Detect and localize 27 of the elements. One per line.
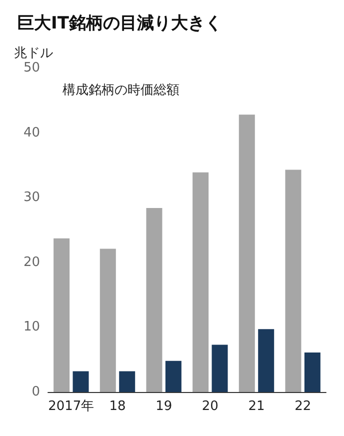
bar	[258, 329, 274, 392]
bar	[212, 344, 228, 392]
y-tick-label: 50	[23, 60, 40, 76]
x-tick-label: 22	[294, 399, 312, 414]
y-tick-label: 0	[32, 384, 40, 400]
y-axis-title: 兆ドル	[14, 46, 53, 61]
text: 構成銘柄の時価総額	[62, 83, 180, 98]
chart-title: 巨大IT銘柄の目減り大きく	[17, 14, 222, 34]
bar	[72, 371, 89, 392]
bar	[285, 170, 302, 392]
x-tick-label: 2017年	[48, 399, 94, 414]
y-tick-label: 40	[23, 125, 40, 140]
bar	[165, 360, 182, 392]
bar	[238, 114, 255, 392]
x-tick-label: 18	[109, 399, 126, 414]
bar	[192, 172, 209, 392]
bar	[304, 352, 320, 392]
y-tick-label: 10	[23, 320, 40, 335]
bar	[54, 238, 70, 392]
x-tick-label: 21	[248, 399, 265, 414]
y-tick-label: 20	[23, 254, 40, 270]
x-tick-label: 20	[202, 399, 218, 414]
bar	[119, 371, 136, 392]
y-tick-label: 30	[23, 190, 40, 206]
bar	[100, 248, 116, 392]
bar	[146, 208, 162, 392]
x-tick-label: 19	[156, 399, 172, 414]
